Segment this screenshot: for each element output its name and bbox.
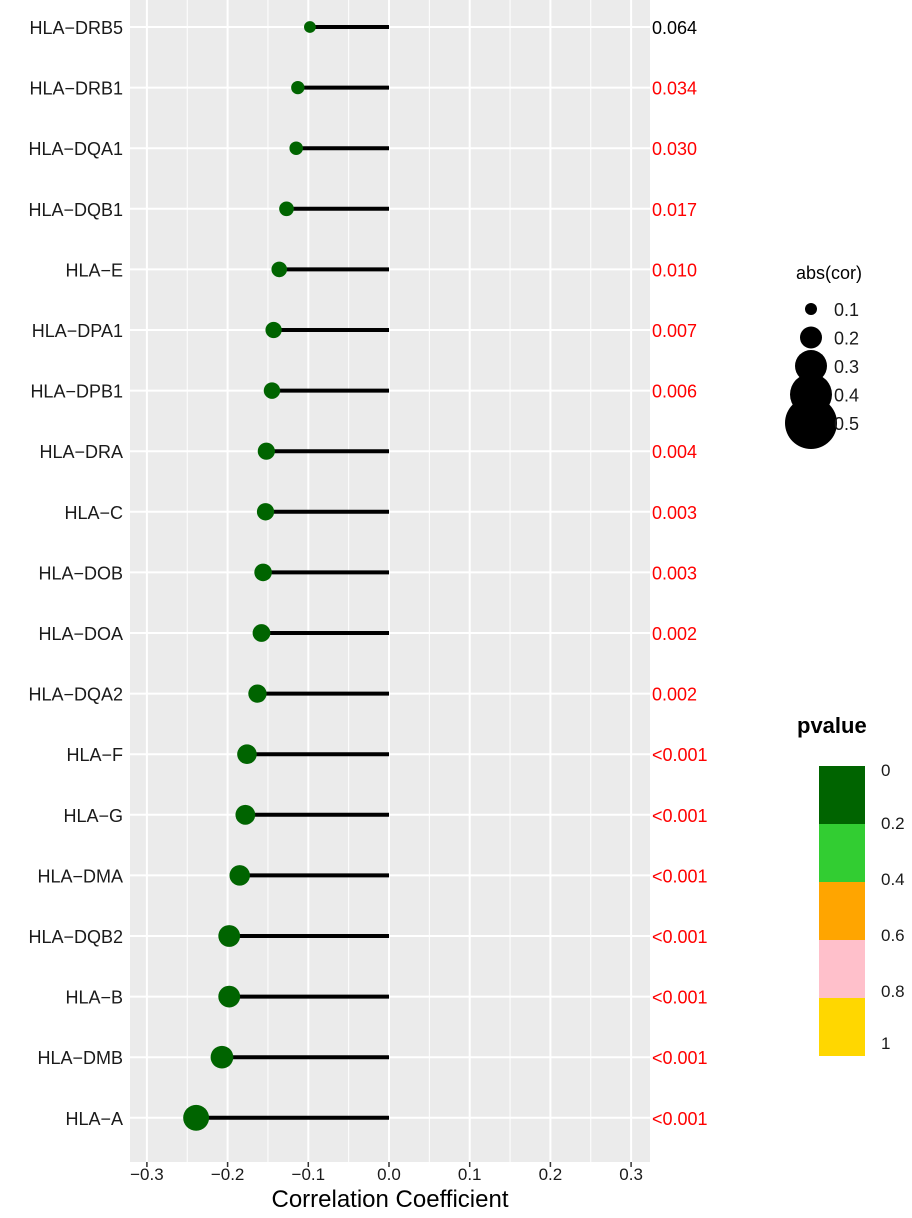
gene-label: HLA−DRB1 [29,79,123,99]
lollipop-point [210,1045,234,1069]
pvalue-label: 0.010 [652,260,697,280]
x-tick-label: 0.2 [539,1165,563,1184]
colorbar-segment [819,882,865,940]
size-legend-key [800,326,822,349]
pvalue-label: <0.001 [652,1109,708,1129]
pvalue-label: <0.001 [652,988,708,1008]
gene-label: HLA−DOB [38,563,123,583]
lollipop-point [248,684,267,703]
pvalue-label: 0.030 [652,139,697,159]
gene-label: HLA−F [66,745,123,765]
colorbar-label: 0.8 [881,982,905,1001]
size-legend-label: 0.5 [834,414,859,434]
lollipop-point [252,624,271,642]
lollipop-point [218,925,241,947]
lollipop-point [289,141,303,155]
lollipop-point [265,321,282,339]
x-tick-label: 0.3 [619,1165,643,1184]
lollipop-point [257,442,275,460]
lollipop-point [256,503,275,521]
lollipop-point [263,382,281,399]
x-axis-title: Correlation Coefficient [271,1186,508,1213]
pvalue-label: 0.017 [652,200,697,220]
lollipop-point [304,21,316,33]
gene-label: HLA−G [63,806,123,826]
color-legend: pvalue 0 0.2 0.4 0.6 0.8 1 [797,713,905,1056]
gene-label: HLA−C [64,503,123,523]
pvalue-label: 0.003 [652,503,697,523]
gene-label: HLA−B [65,988,123,1008]
pvalue-label: 0.007 [652,321,697,341]
lollipop-point [291,80,305,95]
lollipop-point [271,261,288,278]
gene-label: HLA−A [65,1109,123,1129]
lollipop-points [183,21,316,1131]
size-legend-key [805,303,817,315]
x-tick-label: 0.0 [377,1165,401,1184]
pvalue-label: 0.034 [652,79,697,99]
pvalue-label: <0.001 [652,1048,708,1068]
x-tick-label: −0.2 [211,1165,245,1184]
lollipop-point [218,985,241,1008]
pvalue-label: 0.003 [652,563,697,583]
gene-label: HLA−DMB [37,1048,123,1068]
colorbar-label: 0.4 [881,870,905,889]
colorbar-label: 0.6 [881,926,905,945]
gene-label: HLA−DQB1 [28,200,123,220]
lollipop-point [235,804,256,825]
gene-label: HLA−DRA [39,442,123,462]
pvalue-label: 0.004 [652,442,697,462]
size-legend-title: abs(cor) [796,263,862,283]
size-legend-label: 0.1 [834,300,859,320]
gridlines [130,0,650,1162]
pvalue-label: <0.001 [652,806,708,826]
colorbar-label: 0 [881,761,890,780]
color-legend-title: pvalue [797,713,867,738]
pvalue-label: <0.001 [652,927,708,947]
gene-label: HLA−E [65,260,123,280]
colorbar-label: 1 [881,1034,890,1053]
x-tick-label: −0.3 [130,1165,164,1184]
pvalue-label: 0.002 [652,624,697,644]
gene-label: HLA−DQA1 [28,139,123,159]
x-tick-label: −0.1 [292,1165,326,1184]
gene-label: HLA−DQB2 [28,927,123,947]
colorbar-segment [819,940,865,998]
size-legend-key [785,397,837,449]
colorbar-segment [819,998,865,1056]
pvalue-labels: 0.064 0.034 0.030 0.017 0.010 0.007 0.006 0.004… [652,18,708,1129]
lollipop-point [183,1104,210,1131]
x-axis: −0.3 −0.2 −0.1 0.0 0.1 0.2 0.3 [130,1162,643,1184]
size-legend-label: 0.4 [834,386,859,406]
lollipop-point [229,865,250,886]
pvalue-label: <0.001 [652,745,708,765]
colorbar-label: 0.2 [881,814,905,833]
pvalue-label: 0.064 [652,18,697,38]
lollipop-stems [196,25,389,1120]
gene-label: HLA−DPA1 [32,321,123,341]
size-legend-label: 0.2 [834,329,859,349]
pvalue-label: <0.001 [652,866,708,886]
colorbar-segment [819,766,865,824]
lollipop-point [254,563,272,582]
gene-label: HLA−DQA2 [28,685,123,705]
lollipop-point [279,201,294,217]
gene-label: HLA−DMA [37,866,123,886]
lollipop-point [237,744,257,764]
size-legend-key [795,350,827,382]
y-axis-labels: HLA−DRB5 HLA−DRB1 HLA−DQA1 HLA−DQB1 HLA−E HLA… [28,18,123,1129]
x-tick-label: 0.1 [458,1165,482,1184]
size-legend: abs(cor) 0.1 0.2 0.3 0.4 0.5 [785,263,862,449]
colorbar-segment [819,824,865,882]
pvalue-label: 0.006 [652,382,697,402]
gene-label: HLA−DRB5 [29,18,123,38]
size-legend-label: 0.3 [834,357,859,377]
gene-label: HLA−DOA [38,624,123,644]
pvalue-label: 0.002 [652,685,697,705]
gene-label: HLA−DPB1 [30,382,123,402]
